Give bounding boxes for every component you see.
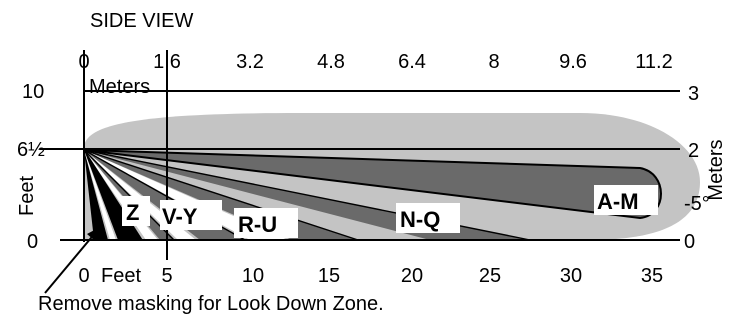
look-down-zone	[84, 150, 108, 240]
right-axis: 3 2 0 -5° Meters	[684, 83, 727, 253]
bottom-tick: 0	[78, 265, 89, 287]
bottom-tick: 15	[318, 265, 340, 287]
bottom-tick: 35	[641, 265, 663, 287]
right-tick: 0	[684, 231, 695, 253]
right-tick: 2	[688, 140, 699, 162]
top-tick: 8	[488, 51, 499, 73]
top-tick: 0	[78, 51, 89, 73]
zone-fan	[83, 149, 662, 241]
top-axis: 0 1.6 3.2 4.8 6.4 8 9.6 11.2 Meters	[78, 51, 672, 98]
top-tick: 9.6	[559, 51, 587, 73]
top-tick: 1.6	[153, 51, 181, 73]
top-tick: 11.2	[635, 51, 672, 73]
right-axis-unit: Meters	[705, 139, 727, 200]
zone-gap-4	[84, 150, 116, 240]
zone-label-n-q: N-Q	[400, 207, 440, 232]
angle-label: -5°	[684, 193, 710, 215]
top-tick: 4.8	[317, 51, 345, 73]
zone-label-bg	[234, 208, 298, 238]
bottom-tick: 10	[242, 265, 264, 287]
zone-label-a-m: A-M	[597, 189, 639, 214]
left-tick: 6½	[17, 139, 45, 161]
bottom-tick: 25	[479, 265, 501, 287]
look-down-note: Remove masking for Look Down Zone.	[38, 293, 384, 315]
top-axis-unit: Meters	[89, 76, 150, 98]
right-tick: 3	[688, 83, 699, 105]
zone-label-bg	[122, 196, 150, 226]
zone-beam-a-m	[83, 149, 662, 220]
bottom-tick: 20	[401, 265, 423, 287]
left-tick: 0	[27, 231, 38, 253]
bottom-tick: 30	[560, 265, 582, 287]
left-tick: 10	[22, 81, 44, 103]
zone-labels: A-M N-Q R-U V-Y Z	[122, 185, 658, 238]
bottom-tick: 5	[161, 265, 172, 287]
top-tick: 3.2	[236, 51, 264, 73]
bottom-axis: 0 Feet 5 10 15 20 25 30 35	[78, 265, 663, 287]
zone-label-r-u: R-U	[238, 212, 277, 237]
zone-label-z: Z	[126, 200, 139, 225]
axis-lines	[40, 50, 680, 260]
diagram-title: SIDE VIEW	[90, 10, 193, 32]
zone-label-bg	[594, 185, 658, 215]
top-tick: 6.4	[398, 51, 426, 73]
zone-label-v-y: V-Y	[162, 204, 198, 229]
zone-label-bg	[160, 200, 222, 230]
left-axis: 10 6½ 0 Feet	[16, 81, 45, 253]
left-axis-unit: Feet	[16, 176, 38, 216]
look-down-callout-arrow	[44, 227, 100, 294]
zone-label-bg	[396, 203, 460, 233]
bottom-axis-unit: Feet	[101, 265, 141, 287]
